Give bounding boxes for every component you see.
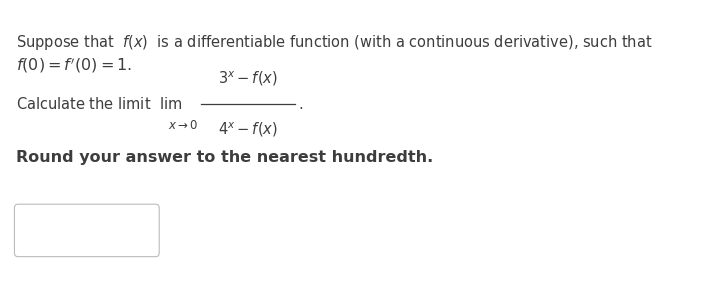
Text: .: . (299, 97, 303, 112)
Text: Calculate the limit  $\lim$: Calculate the limit $\lim$ (16, 96, 182, 112)
Text: $4^x - f(x)$: $4^x - f(x)$ (218, 121, 278, 139)
Text: $3^x - f(x)$: $3^x - f(x)$ (218, 69, 278, 88)
Text: Round your answer to the nearest hundredth.: Round your answer to the nearest hundred… (16, 150, 433, 165)
Text: Suppose that  $f(x)$  is a differentiable function (with a continuous derivative: Suppose that $f(x)$ is a differentiable … (16, 33, 653, 52)
Text: $x \to 0$: $x \to 0$ (168, 119, 198, 132)
FancyBboxPatch shape (14, 204, 159, 257)
Text: $f(0)=f'(0)=1$$.$: $f(0)=f'(0)=1$$.$ (16, 56, 132, 75)
